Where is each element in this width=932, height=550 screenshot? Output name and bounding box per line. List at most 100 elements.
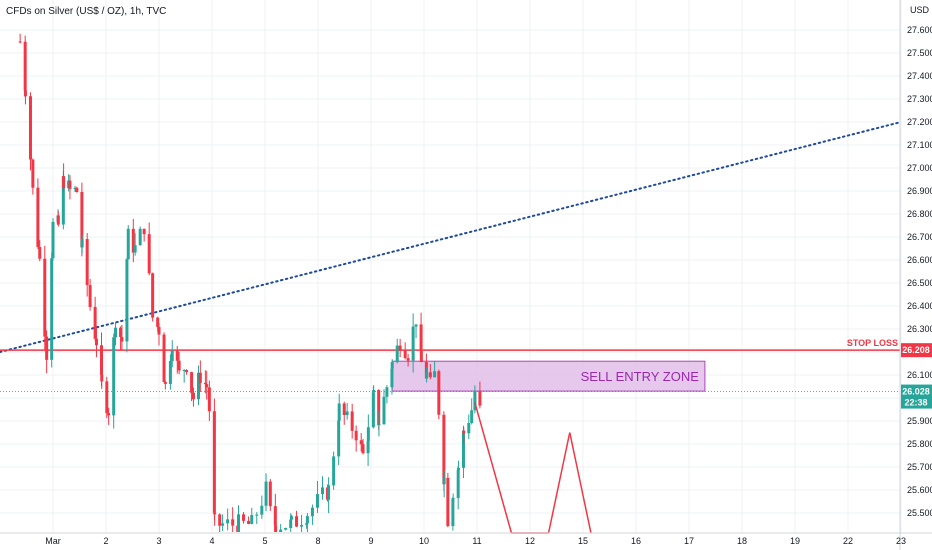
candle-body bbox=[366, 427, 370, 442]
candle-body bbox=[151, 273, 155, 318]
candle-body bbox=[237, 514, 240, 532]
time-tick-label: 9 bbox=[368, 536, 373, 546]
candle-body bbox=[377, 424, 381, 426]
candle-body bbox=[168, 360, 172, 384]
candle-body bbox=[73, 187, 77, 189]
current-price-badge bbox=[901, 384, 932, 409]
candle-body bbox=[112, 337, 116, 416]
candle-body bbox=[390, 362, 394, 369]
time-tick-label: 19 bbox=[790, 536, 800, 546]
candle-body bbox=[390, 368, 394, 388]
price-tick-label: 27.400 bbox=[907, 71, 932, 81]
candle-body bbox=[126, 228, 130, 260]
candle-body bbox=[218, 514, 222, 526]
price-tick-label: 26.800 bbox=[907, 209, 932, 219]
price-tick-label: 25.700 bbox=[907, 462, 932, 472]
candle-body bbox=[185, 370, 189, 373]
candle-body bbox=[478, 391, 482, 406]
candle-body bbox=[382, 396, 386, 425]
candle-body bbox=[462, 430, 466, 434]
candle-body bbox=[354, 430, 358, 441]
candle-body bbox=[191, 392, 195, 400]
sell-entry-zone-label: SELL ENTRY ZONE bbox=[581, 369, 700, 384]
candle-body bbox=[182, 370, 186, 372]
candle-body bbox=[18, 41, 22, 43]
grid bbox=[0, 0, 902, 533]
time-tick-label: 8 bbox=[315, 536, 320, 546]
candle-body bbox=[290, 516, 293, 520]
candle-body bbox=[120, 336, 124, 342]
candle-body bbox=[260, 505, 264, 515]
candle-body bbox=[470, 410, 474, 423]
time-tick-label: Mar bbox=[45, 536, 61, 546]
currency-label: USD bbox=[910, 5, 930, 15]
price-tick-label: 27.200 bbox=[907, 117, 932, 127]
candle-body bbox=[268, 481, 272, 507]
time-axis[interactable]: Mar 2 3 4 5 8 9 10 11 12 15 16 17 18 19 22 23 bbox=[0, 532, 932, 546]
candle-body bbox=[327, 485, 331, 500]
countdown-text: 22:38 bbox=[904, 398, 927, 408]
time-tick-label: 4 bbox=[209, 536, 214, 546]
time-tick-label: 2 bbox=[103, 536, 108, 546]
candle-body bbox=[361, 444, 365, 454]
candle-body bbox=[50, 258, 54, 360]
projection-segment bbox=[474, 402, 513, 534]
candle-body bbox=[395, 345, 399, 363]
time-tick-label: 16 bbox=[631, 536, 641, 546]
projection-segment bbox=[569, 432, 592, 534]
candle-body bbox=[274, 525, 278, 532]
candle-body bbox=[372, 389, 376, 393]
candle-body bbox=[28, 96, 32, 160]
time-tick-label: 5 bbox=[262, 536, 267, 546]
candle-body bbox=[142, 228, 146, 235]
candle-body bbox=[100, 374, 104, 382]
price-axis[interactable]: 27.600 27.500 27.400 27.300 27.200 27.100 27.0… bbox=[899, 0, 932, 550]
projection-segment bbox=[547, 432, 571, 534]
candle-body bbox=[51, 221, 55, 259]
candle-body bbox=[36, 187, 40, 247]
candles bbox=[18, 33, 482, 532]
candle-body bbox=[414, 324, 418, 327]
time-tick-label: 23 bbox=[896, 536, 906, 546]
candle-body bbox=[38, 246, 42, 259]
price-tick-label: 27.100 bbox=[907, 140, 932, 150]
candle-body bbox=[99, 345, 103, 375]
candle-body bbox=[196, 372, 200, 400]
candle-body bbox=[80, 239, 84, 248]
candle-body bbox=[231, 519, 235, 526]
candle-body bbox=[107, 413, 111, 416]
candle-body bbox=[300, 524, 304, 527]
candle-body bbox=[247, 520, 251, 524]
candle-body bbox=[80, 192, 84, 248]
candle-body bbox=[289, 519, 293, 529]
candle-body bbox=[221, 523, 225, 526]
price-tick-label: 27.300 bbox=[907, 94, 932, 104]
candle-body bbox=[190, 372, 194, 393]
price-tick-label: 26.400 bbox=[907, 301, 932, 311]
candle-body bbox=[85, 239, 89, 286]
candle-body bbox=[371, 392, 375, 428]
candle-body bbox=[212, 411, 216, 513]
candle-body bbox=[385, 387, 389, 397]
sell-zone-layer: SELL ENTRY ZONE bbox=[391, 360, 706, 392]
price-tick-label: 25.600 bbox=[907, 485, 932, 495]
candle-body bbox=[93, 307, 97, 339]
candle-body bbox=[56, 215, 60, 225]
candle-body bbox=[62, 176, 66, 189]
candle-body bbox=[345, 411, 349, 416]
current-price-badge-text: 26.028 bbox=[902, 387, 930, 397]
candle-body bbox=[446, 477, 450, 527]
candle-body bbox=[456, 467, 460, 470]
candle-body bbox=[250, 514, 254, 524]
candle-body bbox=[310, 507, 314, 517]
candle-body bbox=[45, 336, 49, 360]
trendline bbox=[0, 121, 902, 353]
candle-body bbox=[337, 420, 341, 457]
candle-body bbox=[411, 326, 415, 361]
candle-body bbox=[315, 494, 319, 508]
price-tick-label: 25.500 bbox=[907, 508, 932, 518]
time-tick-label: 12 bbox=[525, 536, 535, 546]
